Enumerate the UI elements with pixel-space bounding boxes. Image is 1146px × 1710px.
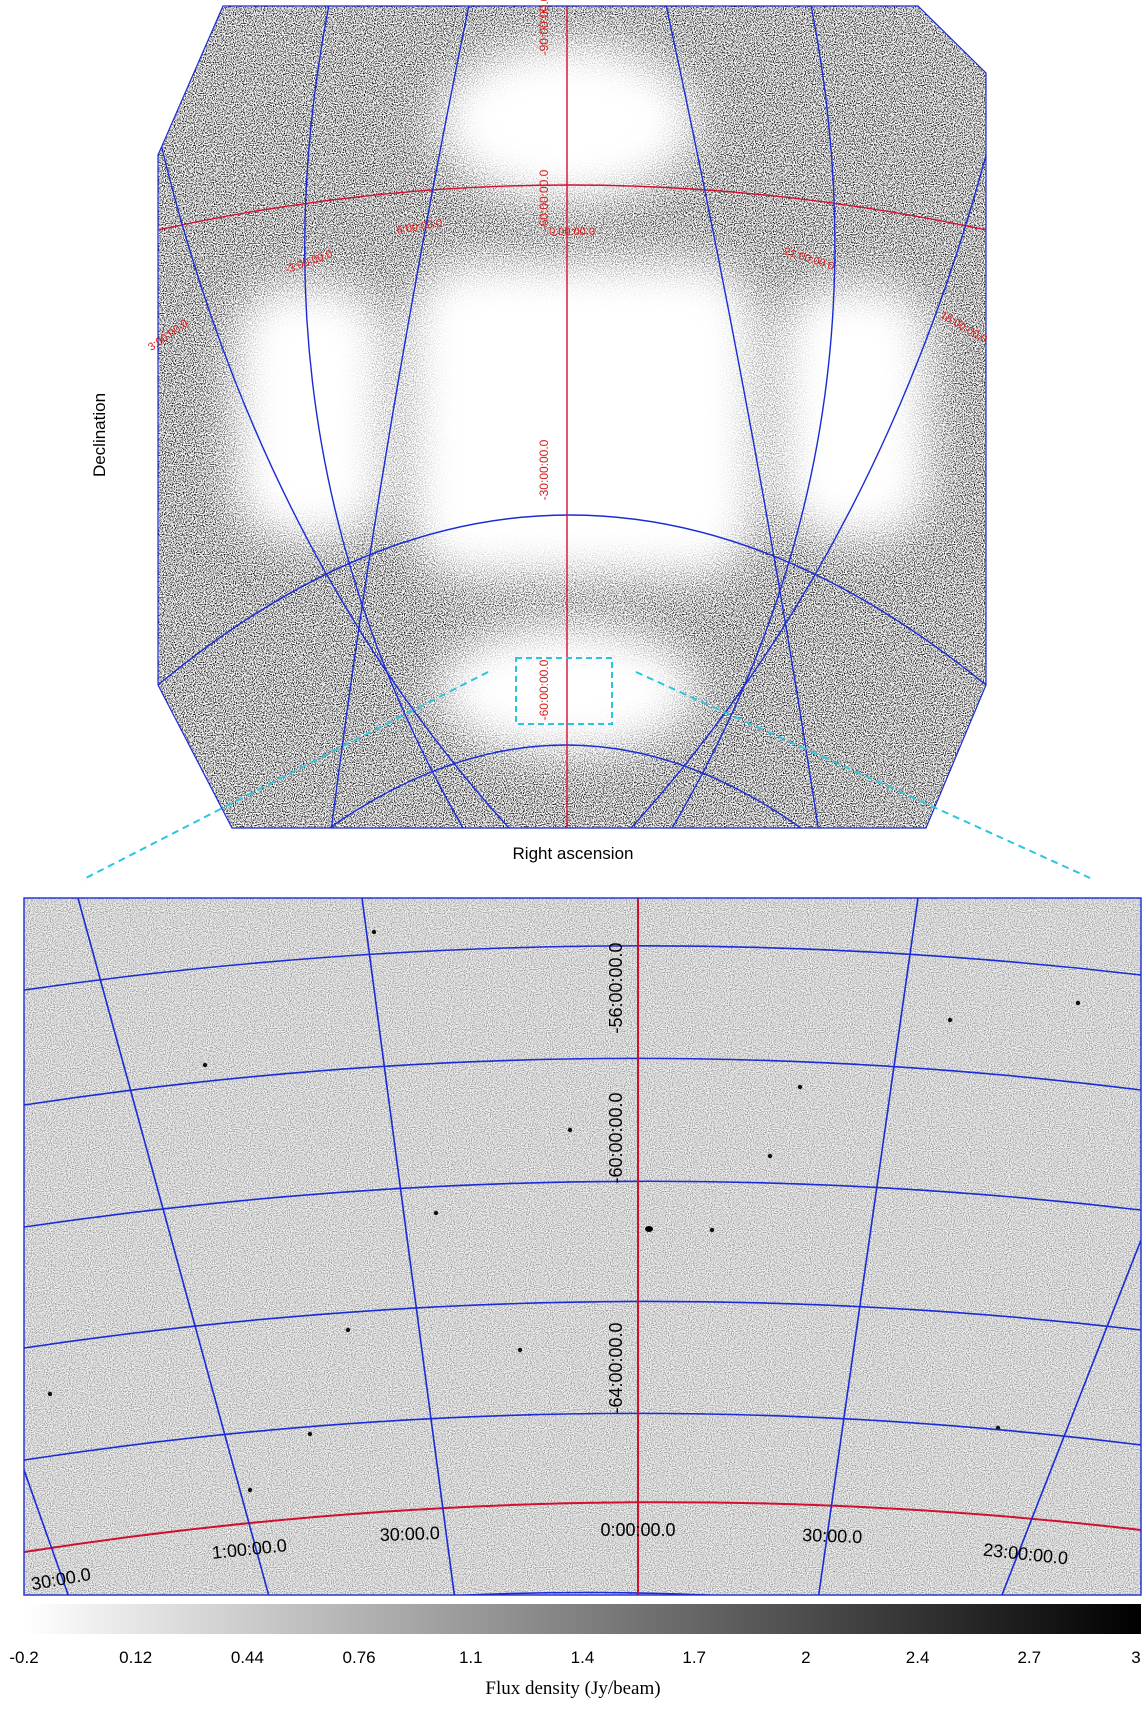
zoom-region-box[interactable]	[515, 657, 613, 725]
ra-axis-label: Right ascension	[512, 844, 634, 863]
sky-map-panel: -90:00:00.0 -60:00:00.0 -30:00:00.0 -60:00:…	[146, 0, 989, 829]
ra-line-left	[304, 6, 471, 828]
colorbar-tick-label: 0.44	[230, 1648, 264, 1667]
point-source	[567, 1127, 573, 1133]
point-source	[307, 1431, 313, 1437]
zoom-border	[23, 897, 1142, 1596]
colorbar-tick-label: -0.2	[9, 1648, 39, 1667]
zoom-dec-line-bottom	[449, 1591, 728, 1595]
top-dec-label: -60:00:00.0	[537, 659, 551, 720]
zoom-ra-label: 30:00.0	[379, 1523, 440, 1545]
dec-axis-label: Declination	[90, 392, 109, 478]
zoom-ra-label: 30:00.0	[802, 1525, 863, 1547]
ra-line-far-left	[159, 139, 521, 828]
zoom-connector-left	[81, 671, 489, 881]
zoom-ra-line	[361, 898, 456, 1595]
top-dec-label: -30:00:00.0	[537, 439, 551, 500]
top-dec-label: -60:00:00.0	[537, 169, 551, 230]
zoom-dec-line	[24, 1300, 1141, 1349]
point-source	[767, 1153, 773, 1159]
point-source	[517, 1347, 523, 1353]
point-source	[709, 1227, 715, 1233]
point-source	[1075, 1000, 1081, 1006]
dec-line-n60-low	[299, 744, 831, 828]
colorbar-tick-label: 2	[801, 1648, 811, 1667]
ra-line-right	[664, 6, 836, 828]
point-source	[797, 1084, 803, 1090]
ra-line-inner-left	[329, 6, 471, 828]
colorbar-tick-label: 1.4	[570, 1648, 595, 1667]
colorbar-tick-label: 1.1	[458, 1648, 483, 1667]
zoom-dec-label: -56:00:00.0	[606, 942, 626, 1033]
point-source	[47, 1391, 53, 1397]
zoom-ra-line	[1001, 1239, 1141, 1595]
colorbar-tick-label: 2.4	[905, 1648, 930, 1667]
point-source	[247, 1487, 253, 1493]
top-dec-label: -90:00:00.0	[537, 0, 551, 55]
point-source	[202, 1062, 208, 1068]
point-source	[433, 1210, 439, 1216]
dec-line-n60	[158, 184, 986, 231]
zoom-noise	[24, 898, 1141, 1595]
colorbar-tick-label: 0.76	[342, 1648, 376, 1667]
point-source	[947, 1017, 953, 1023]
colorbar-title: Flux density (Jy/beam)	[485, 1678, 661, 1699]
top-ra-label: 0:00:00.0	[549, 226, 595, 238]
colorbar-tick-label: 0.12	[119, 1648, 153, 1667]
dec-line-n30	[158, 514, 986, 686]
point-source	[345, 1327, 351, 1333]
colorbar	[24, 1604, 1141, 1634]
colorbar-tick-label: 1.7	[682, 1648, 707, 1667]
zoom-dec-line	[24, 1057, 1141, 1106]
zoom-dec-line	[24, 1180, 1141, 1228]
zoom-ra-label: 0:00:00.0	[600, 1520, 675, 1540]
zoom-dec-label: -60:00:00.0	[606, 1092, 626, 1183]
zoom-dec-line	[24, 945, 1141, 991]
zoom-ra-line	[817, 898, 919, 1595]
colorbar-tick-label: 3	[1131, 1648, 1141, 1667]
zoom-dec-label: -64:00:00.0	[606, 1322, 626, 1413]
zoom-dec-ref-line	[24, 1501, 1141, 1553]
point-source	[371, 929, 377, 935]
ra-line-far-right	[619, 139, 986, 828]
bright-source	[645, 1226, 653, 1232]
map-border	[157, 5, 987, 829]
zoom-dec-line	[24, 1412, 1141, 1461]
colorbar-tick-label: 2.7	[1017, 1648, 1042, 1667]
noise-texture	[158, 6, 986, 828]
zoom-ra-line	[77, 898, 270, 1595]
ra-line-inner-right	[664, 6, 821, 828]
colorbar-ticks: -0.2 0.12 0.44 0.76 1.1 1.4 1.7 2 2.4 2.7 3	[0, 1648, 1146, 1672]
zoom-ra-line	[24, 1469, 70, 1595]
zoom-panel: -56:00:00.0 -60:00:00.0 -64:00:00.0 30:00.0…	[23, 897, 1142, 1596]
